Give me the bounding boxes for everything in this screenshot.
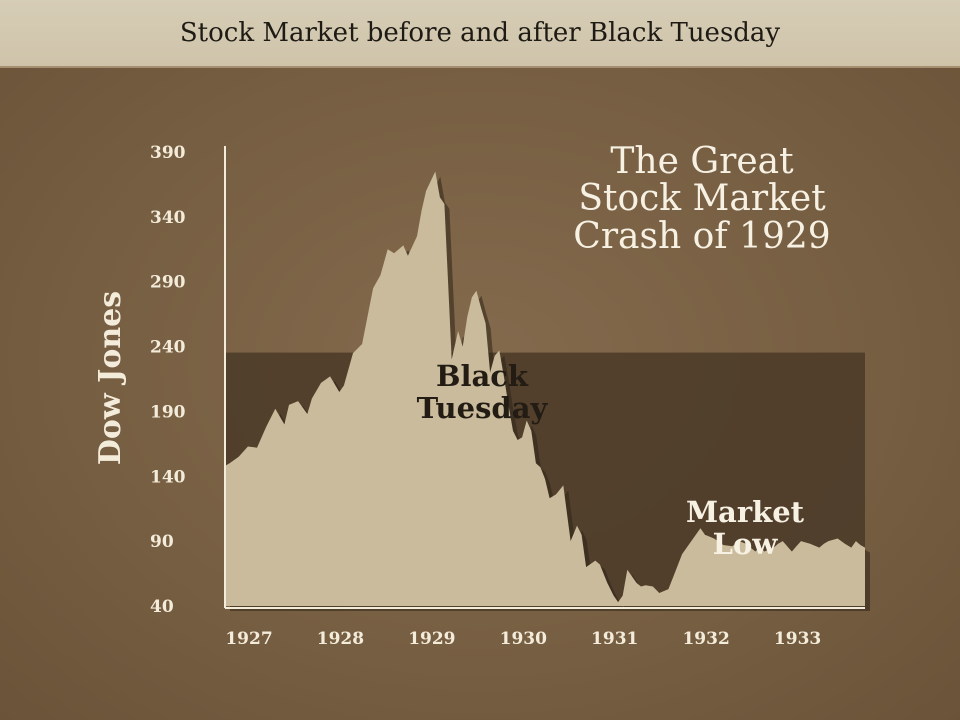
y-axis-label: Dow Jones — [93, 291, 128, 465]
page-title: Stock Market before and after Black Tues… — [179, 18, 781, 48]
y-tick-label: 190 — [150, 402, 186, 422]
x-tick-label: 1929 — [408, 629, 455, 649]
x-tick-label: 1931 — [591, 629, 638, 649]
x-tick-label: 1933 — [774, 629, 821, 649]
chart-title-line-3: Crash of 1929 — [573, 216, 830, 257]
plot-area — [225, 171, 870, 611]
chart-title-line-1: The Great — [610, 141, 794, 182]
header-bar: Stock Market before and after Black Tues… — [0, 0, 960, 68]
annotation-market-low-line-1: Market — [686, 495, 805, 529]
x-tick-label: 1927 — [225, 629, 272, 649]
y-tick-label: 290 — [150, 273, 186, 293]
y-tick-label: 390 — [150, 143, 186, 163]
x-tick-label: 1930 — [500, 629, 547, 649]
annotation-black-tuesday-line-1: Black — [436, 359, 529, 393]
x-tick-labels: 1927 1928 1929 1930 1931 1932 1933 — [225, 629, 821, 649]
y-tick-label: 90 — [150, 532, 174, 552]
y-tick-labels: 390 340 290 240 190 140 90 40 — [150, 143, 186, 617]
axes — [224, 146, 865, 609]
y-tick-label: 40 — [150, 597, 174, 617]
y-tick-label: 140 — [150, 467, 186, 487]
chart-panel: 390 340 290 240 190 140 90 40 1927 1928 1929 1930 1… — [0, 68, 960, 720]
annotation-market-low-line-2: Low — [713, 527, 779, 561]
dow-jones-area-series — [225, 171, 865, 606]
chart-title-line-2: Stock Market — [578, 178, 826, 219]
y-tick-label: 240 — [150, 338, 186, 358]
annotation-black-tuesday-line-2: Tuesday — [417, 391, 549, 425]
x-tick-label: 1932 — [682, 629, 729, 649]
x-tick-label: 1928 — [317, 629, 364, 649]
y-tick-label: 340 — [150, 208, 186, 228]
